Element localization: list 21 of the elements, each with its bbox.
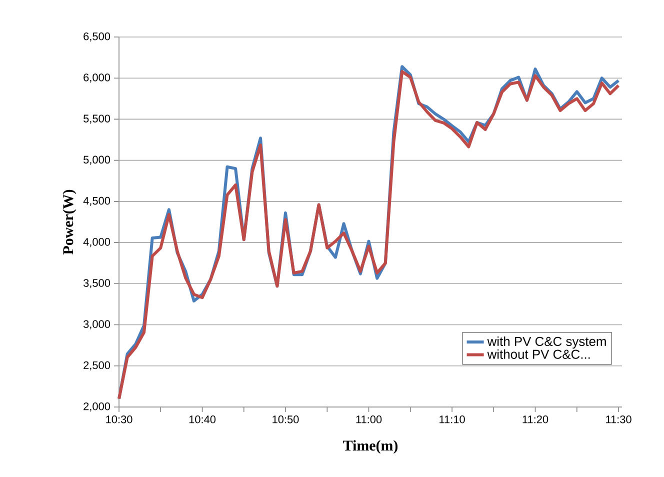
y-tick-label: 5,500	[84, 114, 110, 124]
x-tick-label: 11:10	[440, 416, 465, 424]
legend-label: without PV C&C...	[487, 349, 590, 359]
x-tick-label: 10:30	[106, 416, 132, 424]
y-tick-label: 2,500	[84, 361, 110, 370]
x-tick-label: 11:30	[606, 416, 632, 424]
legend-label: with PV C&C system	[487, 336, 606, 349]
x-axis-title: Time(m)	[343, 440, 398, 454]
y-tick-label: 3,000	[83, 320, 110, 330]
y-tick-label: 3,500	[83, 279, 110, 288]
y-tick-label: 4,500	[83, 196, 110, 206]
y-tick-label: 4,000	[83, 238, 110, 248]
y-tick-label: 6,500	[84, 32, 110, 42]
y-tick-label: 6,000	[84, 74, 110, 83]
x-tick-label: 11:00	[356, 416, 382, 424]
y-tick-label: 5,000	[84, 156, 110, 165]
y-axis-title: Power(W)	[62, 190, 76, 255]
x-tick-label: 11:20	[522, 416, 548, 424]
y-tick-label: 2,000	[84, 402, 110, 412]
x-tick-label: 10:50	[272, 416, 299, 424]
x-tick-label: 10:40	[189, 416, 216, 424]
